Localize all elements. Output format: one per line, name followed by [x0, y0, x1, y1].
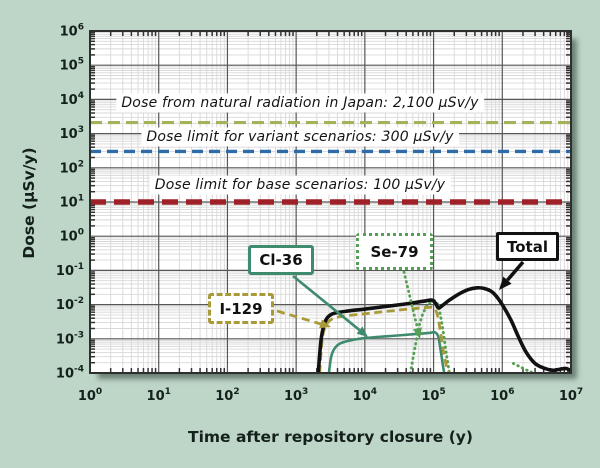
data-series — [316, 285, 571, 373]
callout-cl36-label: Cl-36 — [259, 251, 303, 269]
arrowhead-total — [499, 276, 512, 290]
callout-i129-label: I-129 — [219, 299, 263, 318]
y-tick-label: 106 — [60, 23, 84, 40]
y-tick-label: 100 — [60, 228, 84, 245]
x-tick-label: 105 — [421, 387, 445, 404]
arrowhead-cl36 — [356, 326, 368, 337]
ref-label-variant-scenario-limit: Dose limit for variant scenarios: 300 μS… — [146, 129, 454, 145]
y-tick-label: 10-4 — [56, 365, 84, 382]
arrowhead-se79 — [413, 327, 422, 339]
callout-total: Total — [496, 232, 559, 261]
y-tick-label: 104 — [60, 91, 84, 108]
x-tick-label: 106 — [490, 387, 514, 404]
series-se-79-late — [511, 362, 536, 373]
x-tick-label: 101 — [147, 387, 171, 404]
y-tick-label: 10-1 — [56, 262, 84, 279]
y-axis-title-text: Dose (μSv/y) — [20, 147, 38, 259]
callout-total-label: Total — [507, 237, 548, 256]
y-tick-label: 101 — [60, 194, 84, 211]
ref-label-base-scenario-limit: Dose limit for base scenarios: 100 μSv/y — [155, 177, 446, 193]
callout-se79: Se-79 — [356, 233, 433, 270]
y-tick-label: 105 — [60, 57, 84, 74]
callout-se79-label: Se-79 — [370, 242, 419, 261]
y-tick-labels: 106 105 104 103 102 101 100 10-1 10-2 10-3 10-4 — [56, 23, 84, 382]
ref-label-natural-radiation-japan: Dose from natural radiation in Japan: 2,… — [121, 95, 479, 111]
x-tick-labels: 100 101 102 103 104 105 106 107 — [78, 387, 583, 404]
series-i-129 — [318, 305, 451, 373]
x-tick-label: 107 — [559, 387, 583, 404]
callout-i129: I-129 — [208, 293, 274, 324]
arrowhead-i129 — [319, 319, 331, 329]
y-tick-label: 103 — [60, 125, 84, 142]
x-tick-label: 104 — [353, 387, 377, 404]
callout-cl36: Cl-36 — [248, 245, 314, 275]
x-tick-label: 103 — [284, 387, 308, 404]
series-total — [316, 285, 571, 373]
callout-arrows — [276, 260, 525, 339]
x-tick-label: 100 — [78, 387, 102, 404]
y-tick-label: 10-3 — [56, 330, 84, 347]
x-tick-label: 102 — [215, 387, 239, 404]
y-tick-label: 102 — [60, 159, 84, 176]
x-axis-title: Time after repository closure (y) — [188, 428, 473, 446]
y-tick-label: 10-2 — [56, 296, 84, 313]
reference-lines — [90, 120, 571, 205]
plot-frame — [89, 30, 572, 374]
